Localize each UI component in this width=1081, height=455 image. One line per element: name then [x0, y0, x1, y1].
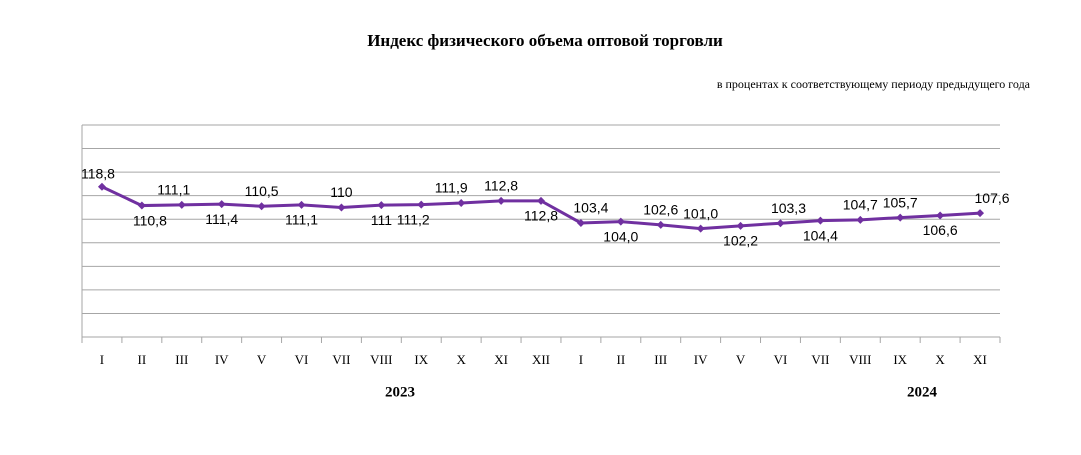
data-label: 111,1: [285, 212, 318, 228]
data-label: 110,5: [245, 183, 279, 199]
x-tick-label: V: [257, 352, 267, 367]
marker: [816, 216, 825, 225]
data-label: 111,9: [435, 180, 468, 196]
x-tick-label: V: [736, 352, 746, 367]
x-tick-label: I: [579, 352, 583, 367]
marker: [137, 201, 146, 210]
marker: [297, 200, 306, 209]
data-label: 105,7: [883, 194, 918, 210]
marker: [337, 203, 346, 212]
marker: [497, 196, 506, 205]
marker: [776, 219, 785, 228]
x-tick-label: III: [654, 352, 667, 367]
marker: [896, 213, 905, 222]
data-label: 112,8: [484, 178, 518, 194]
data-label: 104,7: [843, 197, 878, 213]
x-tick-label: IX: [414, 352, 428, 367]
marker: [377, 201, 386, 210]
marker: [576, 218, 585, 227]
data-label: 104,0: [603, 228, 638, 244]
x-tick-label: XII: [532, 352, 550, 367]
x-tick-label: II: [616, 352, 625, 367]
data-label: 118,8: [81, 165, 115, 181]
marker: [177, 200, 186, 209]
marker: [257, 202, 266, 211]
x-tick-label: II: [138, 352, 147, 367]
x-tick-label: XI: [494, 352, 508, 367]
marker: [417, 200, 426, 209]
x-tick-label: IV: [694, 352, 708, 367]
data-label: 111,1: [157, 182, 190, 198]
marker: [97, 182, 106, 191]
x-tick-label: IX: [893, 352, 907, 367]
chart-title: Индекс физического объема оптовой торгов…: [367, 31, 723, 50]
data-label: 102,6: [643, 202, 678, 218]
data-label: 110: [330, 184, 353, 200]
marker: [736, 221, 745, 230]
x-tick-label: VIII: [370, 352, 392, 367]
data-label: 110,8: [133, 212, 167, 228]
x-tick-label: VII: [332, 352, 350, 367]
marker: [656, 220, 665, 229]
data-label: 102,2: [723, 233, 758, 249]
data-label: 103,3: [771, 200, 806, 216]
x-tick-label: X: [456, 352, 466, 367]
data-label: 112,8: [524, 208, 558, 224]
x-tick-label: VI: [774, 352, 788, 367]
marker: [217, 200, 226, 209]
x-tick-label: III: [175, 352, 188, 367]
marker: [856, 215, 865, 224]
marker: [936, 211, 945, 220]
x-group-label: 2024: [907, 384, 938, 400]
data-label: 106,6: [923, 222, 958, 238]
marker: [616, 217, 625, 226]
x-tick-label: VIII: [849, 352, 871, 367]
x-tick-label: X: [935, 352, 945, 367]
data-label: 111: [371, 212, 392, 228]
data-label: 104,4: [803, 227, 838, 243]
data-label: 103,4: [573, 200, 608, 216]
x-tick-label: XI: [973, 352, 987, 367]
x-tick-label: VII: [811, 352, 829, 367]
x-tick-label: I: [100, 352, 104, 367]
chart-subtitle: в процентах к соответствующему периоду п…: [717, 77, 1031, 91]
marker: [696, 224, 705, 233]
x-tick-label: VI: [295, 352, 309, 367]
data-label: 111,4: [205, 211, 238, 227]
marker: [537, 196, 545, 205]
data-label: 101,0: [683, 205, 718, 221]
marker: [976, 209, 985, 218]
x-tick-label: IV: [215, 352, 229, 367]
marker: [457, 198, 466, 207]
x-group-label: 2023: [385, 384, 415, 400]
data-label: 107,6: [975, 190, 1010, 206]
data-label: 111,2: [397, 211, 430, 227]
